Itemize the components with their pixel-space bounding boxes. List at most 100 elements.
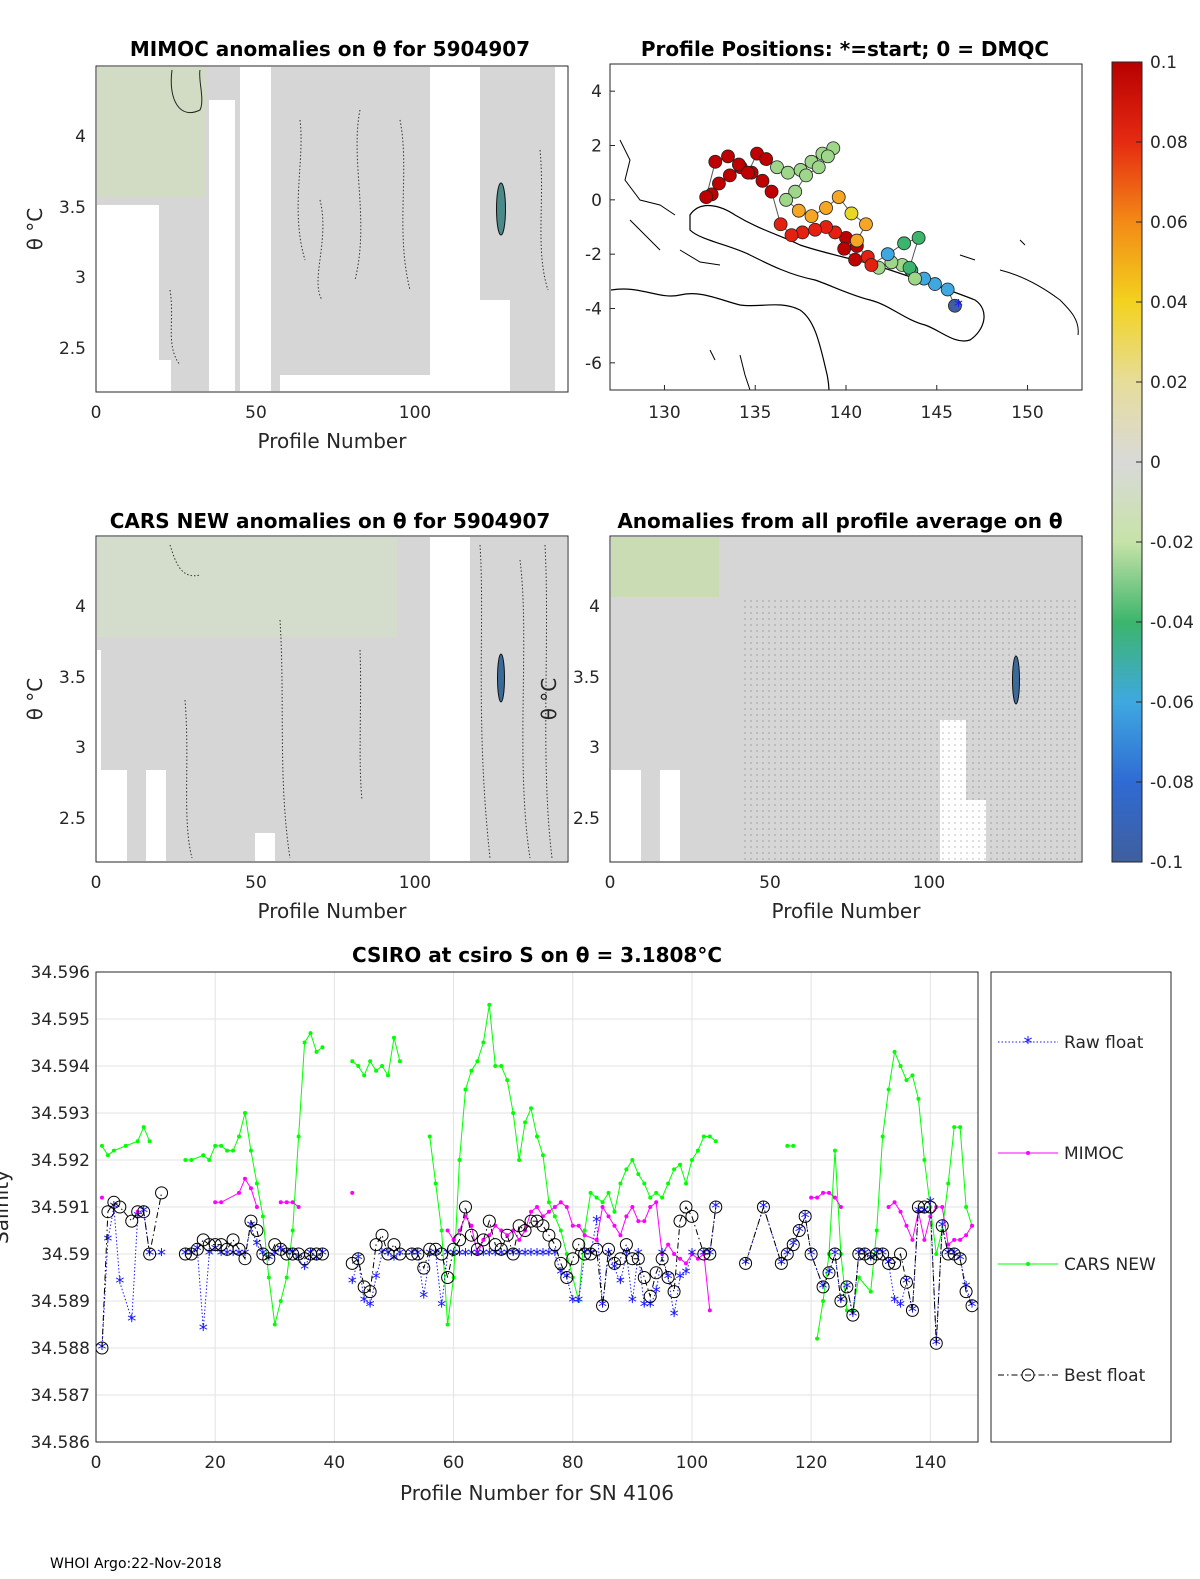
series-best-float-point xyxy=(286,1247,300,1261)
legend-cars-label: CARS NEW xyxy=(1064,1255,1156,1275)
salinity-xlabel: Profile Number for SN 4106 xyxy=(400,1481,674,1505)
series-raw-float-point: * xyxy=(550,1245,559,1266)
series-raw-float-point: * xyxy=(681,1264,690,1285)
series-cars-new-point xyxy=(683,1181,688,1186)
mimoc-ytick-labels: 2.5 3 3.5 4 xyxy=(59,127,86,359)
start-marker: * xyxy=(954,296,963,317)
legend-box xyxy=(990,971,1172,1443)
series-cars-new-point xyxy=(856,1275,861,1280)
colorbar-tick-label: 0 xyxy=(1150,453,1161,473)
profile-position-point xyxy=(770,160,784,175)
mimoc-xtick-labels: 0 50 100 xyxy=(91,403,432,423)
series-raw-float-point: * xyxy=(932,1334,941,1355)
allavg-gap-1 xyxy=(611,770,641,861)
series-raw-float-point: * xyxy=(908,1301,917,1322)
series-raw-float-point: * xyxy=(783,1245,792,1266)
series-raw-float-point: * xyxy=(199,1320,208,1341)
series-mimoc-point xyxy=(678,1256,683,1261)
series-best-float-point xyxy=(917,1200,931,1214)
series-mimoc-point xyxy=(964,1233,969,1238)
series-cars-new-point xyxy=(254,1181,259,1186)
cars-heatmap-field xyxy=(97,537,567,861)
allavg-heatmap-field xyxy=(611,537,1081,861)
colorbar-tick-label: -0.06 xyxy=(1150,693,1194,713)
series-cars-new-point xyxy=(368,1059,373,1064)
mimoc-title: MIMOC anomalies on θ for 5904907 xyxy=(130,37,530,61)
series-mimoc-point xyxy=(642,1219,647,1224)
allavg-ytick: 3 xyxy=(589,738,600,758)
profile-position-point xyxy=(764,184,779,199)
series-raw-float-point: * xyxy=(801,1207,810,1228)
series-mimoc-point xyxy=(529,1209,534,1214)
series-best-float-point xyxy=(417,1261,431,1275)
series-raw-float-point: * xyxy=(670,1306,679,1327)
series-cars-new-point xyxy=(207,1158,212,1162)
series-raw-float-point: * xyxy=(658,1245,667,1266)
series-mimoc-point xyxy=(815,1195,820,1200)
profile-position-point xyxy=(902,260,917,275)
series-best-float-point xyxy=(113,1200,127,1214)
series-cars-new-point xyxy=(290,1228,295,1233)
series-raw-float-point: * xyxy=(664,1269,673,1290)
series-mimoc-point xyxy=(952,1237,957,1242)
series-cars-new-point xyxy=(225,1148,230,1153)
salinity-xtick: 60 xyxy=(443,1453,465,1473)
cars-ytick-labels: 2.5 3 3.5 4 xyxy=(59,597,86,829)
series-cars-new-point xyxy=(606,1190,611,1195)
series-raw-float-point: * xyxy=(795,1222,804,1243)
series-mimoc-point xyxy=(970,1223,975,1228)
legend-item-mimoc: MIMOC xyxy=(998,1144,1124,1164)
series-mimoc-point xyxy=(886,1205,891,1209)
series-cars-new-point xyxy=(636,1172,641,1177)
series-cars-new-point xyxy=(135,1139,140,1144)
series-cars-new-point xyxy=(219,1143,224,1148)
mimoc-pale-green-top xyxy=(97,67,205,197)
series-best-float-point xyxy=(852,1247,866,1261)
mimoc-ytick: 2.5 xyxy=(59,339,86,359)
profile-position-point xyxy=(831,190,846,205)
legend-item-best: Best float xyxy=(998,1366,1146,1386)
series-raw-float-point: * xyxy=(538,1245,547,1266)
legend-cars-marker xyxy=(1026,1262,1030,1266)
series-best-float-point xyxy=(780,1247,794,1261)
positions-ytick: 4 xyxy=(591,82,602,102)
profile-position-point xyxy=(880,247,895,262)
series-cars-new-point xyxy=(183,1158,188,1162)
profile-position-point xyxy=(897,236,911,251)
series-best-float-point xyxy=(494,1242,508,1256)
salinity-xtick: 140 xyxy=(914,1453,946,1473)
cars-contour-dots xyxy=(169,544,553,859)
series-mimoc-point xyxy=(576,1223,581,1228)
series-raw-float-point: * xyxy=(574,1292,583,1313)
series-raw-float-point: * xyxy=(789,1236,798,1257)
series-cars-new-point xyxy=(248,1148,253,1153)
series-best-float-point xyxy=(941,1247,955,1261)
series-raw-float-point: * xyxy=(419,1287,428,1308)
profile-position-point xyxy=(808,222,823,237)
series-best-float-point xyxy=(899,1275,913,1289)
series-raw-float-point: * xyxy=(193,1240,202,1261)
mimoc-gap-2 xyxy=(159,360,171,391)
series-best-float-point xyxy=(125,1214,139,1228)
series-mimoc-point xyxy=(219,1200,224,1205)
series-raw-float-point: * xyxy=(103,1231,112,1252)
series-best-float-point xyxy=(560,1271,574,1284)
series-mimoc-point xyxy=(904,1223,909,1228)
salinity-ytick: 34.595 xyxy=(31,1010,90,1030)
profile-position-point xyxy=(731,157,746,172)
series-mimoc-point xyxy=(552,1205,557,1209)
allavg-ytick: 4 xyxy=(589,597,600,617)
series-mimoc-point xyxy=(242,1176,247,1181)
profile-position-point xyxy=(799,168,813,183)
series-raw-float-point: * xyxy=(145,1245,154,1266)
cars-panel: CARS NEW anomalies on θ for 5904907 2.5 … xyxy=(23,509,569,923)
series-mimoc-point xyxy=(636,1219,641,1224)
series-best-float-point xyxy=(96,1341,109,1355)
salinity-ytick: 34.593 xyxy=(31,1104,90,1124)
series-best-float-point xyxy=(870,1247,884,1261)
series-best-float-point xyxy=(208,1238,222,1252)
positions-xtick: 150 xyxy=(1011,403,1043,423)
profile-position-point xyxy=(820,149,835,164)
mimoc-gap-8 xyxy=(555,67,567,391)
series-mimoc-point xyxy=(689,1252,694,1256)
